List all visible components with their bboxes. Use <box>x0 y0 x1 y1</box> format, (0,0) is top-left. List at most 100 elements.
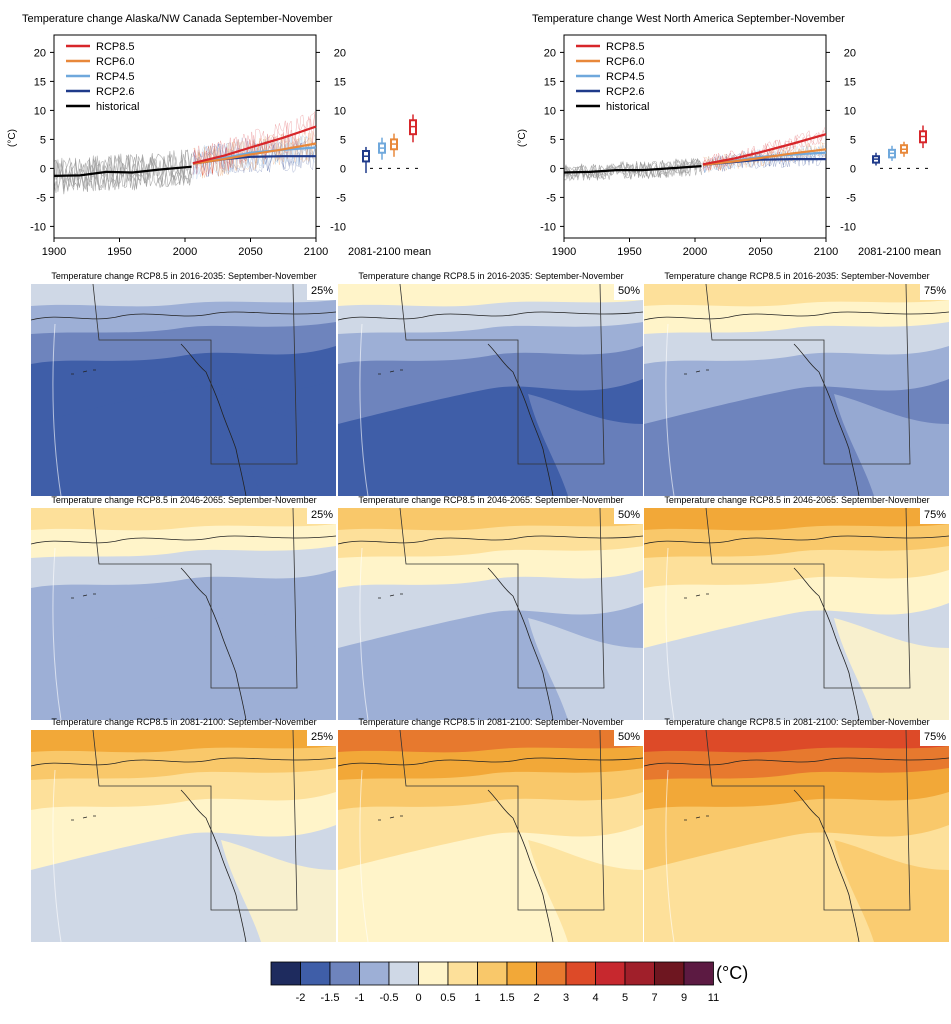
contour-band <box>221 618 336 720</box>
map-title: Temperature change RCP8.5 in 2016-2035: … <box>664 271 930 281</box>
meridian-line <box>359 547 369 720</box>
y-axis-label: (°C) <box>7 129 18 147</box>
coastline <box>180 343 247 496</box>
contour-band <box>644 730 949 753</box>
y-tick-label: -5 <box>546 192 556 204</box>
legend-label: RCP8.5 <box>606 41 645 53</box>
colorbar-swatch <box>595 961 626 986</box>
y-tick-label: 10 <box>34 105 46 117</box>
colorbar-swatch <box>565 961 596 986</box>
map-panel: 50% <box>338 508 643 720</box>
colorbar-swatch <box>506 961 537 986</box>
legend-label: RCP4.5 <box>606 71 645 83</box>
percentile-badge: 25% <box>306 284 336 300</box>
coastline <box>793 567 860 720</box>
island-outline <box>684 593 709 599</box>
y-tick-label: 20 <box>334 47 346 59</box>
colorbar-swatch <box>447 961 478 986</box>
colorbar-tick-label: 3 <box>563 992 569 1004</box>
coastline <box>31 535 336 545</box>
box-axis-label: 2081-2100 mean <box>858 246 941 258</box>
map-panel: 50% <box>338 284 643 496</box>
historical-ensemble-member <box>53 154 192 193</box>
historical-ensemble-member <box>53 149 192 193</box>
colorbar-swatch <box>624 961 655 986</box>
region-outline <box>92 730 298 911</box>
map-title: Temperature change RCP8.5 in 2081-2100: … <box>664 717 930 727</box>
x-tick-label: 1950 <box>617 246 641 258</box>
contour-band <box>221 394 336 496</box>
region-outline <box>399 730 605 911</box>
boxplot-rcp60 <box>900 141 908 157</box>
scenario-ensemble-member <box>192 133 315 177</box>
ensemble-spread <box>53 111 315 195</box>
map-contours <box>338 730 643 942</box>
meridian-line <box>359 769 369 942</box>
x-tick-label: 2050 <box>748 246 772 258</box>
percentile-badge: 75% <box>919 284 949 300</box>
map-title: Temperature change RCP8.5 in 2046-2065: … <box>358 495 624 505</box>
coastline <box>31 757 336 767</box>
map-title: Temperature change RCP8.5 in 2081-2100: … <box>358 717 624 727</box>
coastline <box>793 343 860 496</box>
legend-label: historical <box>606 101 649 113</box>
y-tick-label: -5 <box>336 192 346 204</box>
historical-ensemble-member <box>563 157 702 180</box>
y-tick-label: 15 <box>844 76 856 88</box>
historical-ensemble-member <box>53 149 192 192</box>
colorbar-tick-label: 0 <box>415 992 421 1004</box>
colorbar-tick-label: -1.5 <box>321 992 340 1004</box>
colorbar-swatch <box>329 961 360 986</box>
boxplot-rcp26 <box>362 146 370 174</box>
coastline <box>338 535 643 545</box>
y-tick-label: 15 <box>544 76 556 88</box>
y-tick-label: 20 <box>34 47 46 59</box>
legend-label: RCP8.5 <box>96 41 135 53</box>
colorbar-swatch <box>654 961 685 986</box>
boxplot-rcp85 <box>919 125 927 149</box>
contour-band <box>338 284 643 307</box>
contour-band <box>528 394 643 496</box>
map-contours <box>644 730 949 942</box>
meridian-line <box>52 323 62 496</box>
map-contours <box>338 508 643 720</box>
island-outline <box>378 593 403 599</box>
colorbar-tick-label: 4 <box>592 992 598 1004</box>
contour-band <box>31 730 336 753</box>
series-line-rcp60 <box>192 142 317 165</box>
map-contours <box>338 284 643 496</box>
x-tick-label: 2000 <box>173 246 197 258</box>
contour-band <box>338 730 643 753</box>
colorbar-swatch <box>477 961 508 986</box>
island-outline <box>71 369 96 375</box>
map-contours <box>31 730 336 942</box>
coastline <box>31 311 336 321</box>
y-tick-label: 15 <box>334 76 346 88</box>
legend-label: RCP4.5 <box>96 71 135 83</box>
contour-band <box>31 508 336 531</box>
region-outline <box>399 284 605 465</box>
series-line-rcp60 <box>702 148 827 166</box>
legend-label: RCP6.0 <box>606 56 645 68</box>
map-panel: 25% <box>31 508 336 720</box>
contour-band <box>528 840 643 942</box>
percentile-badge: 50% <box>613 284 643 300</box>
map-panel: 50% <box>338 730 643 942</box>
boxplot-rcp85 <box>409 114 417 143</box>
map-contours <box>31 284 336 496</box>
colorbar-swatch <box>270 961 301 986</box>
series-line-rcp85 <box>192 125 317 165</box>
scenario-ensemble-member <box>702 150 825 174</box>
colorbar-swatch <box>388 961 419 986</box>
contour-band <box>644 508 949 531</box>
series-line-historical <box>563 165 702 174</box>
coastline <box>338 311 643 321</box>
map-panel: 75% <box>644 508 949 720</box>
y-tick-label: -5 <box>36 192 46 204</box>
colorbar-swatch <box>418 961 449 986</box>
y-tick-label: 10 <box>844 105 856 117</box>
scenario-ensemble-member <box>192 114 315 176</box>
island-outline <box>378 815 403 821</box>
contour-band <box>644 284 949 307</box>
map-title: Temperature change RCP8.5 in 2016-2035: … <box>51 271 317 281</box>
